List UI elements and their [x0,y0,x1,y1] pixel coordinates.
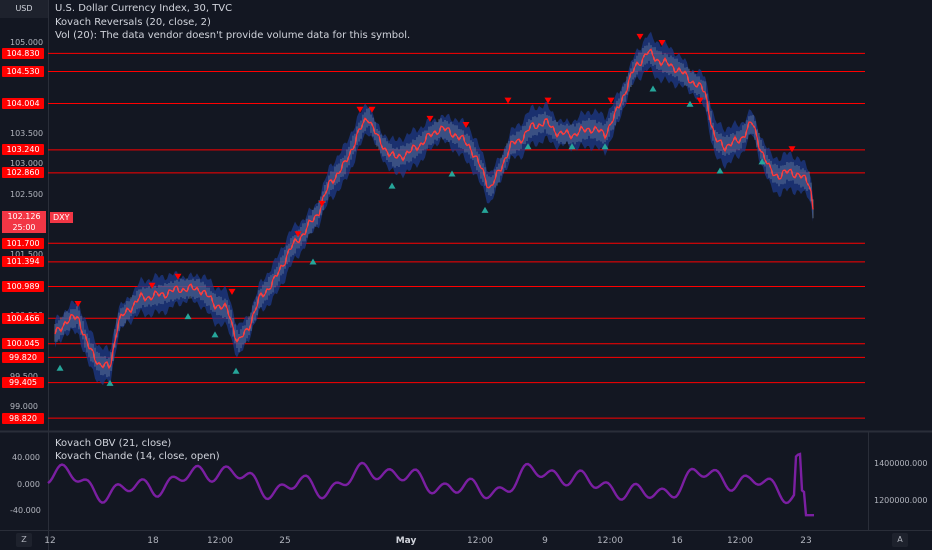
oscillator-line [47,452,814,517]
reversal-down-marker [74,301,82,308]
reversal-down-marker [462,121,470,128]
osc-left-tick: 0.000 [17,480,40,489]
time-axis-tick: May [395,536,417,546]
reversal-down-marker [504,97,512,104]
time-axis-tick: 18 [147,536,159,546]
osc-left-tick: 40.000 [12,453,40,462]
reversal-up-marker [481,206,489,213]
reversal-down-marker [174,273,182,280]
reversal-up-marker [56,364,64,371]
reversal-down-marker [148,282,156,289]
reversal-up-marker [649,85,657,92]
current-price-label: 102.126 25:00 [2,211,46,233]
indicator-legend-volume[interactable]: Vol (20): The data vendor doesn't provid… [55,30,411,41]
reversal-up-marker [716,167,724,174]
oscillator-legend-chande[interactable]: Kovach Chande (14, close, open) [55,451,220,462]
level-price-label: 99.820 [2,351,44,363]
reversal-down-marker [294,231,302,238]
reversal-down-marker [607,97,615,104]
level-price-label: 103.240 [2,144,44,156]
price-axis-tick: 105.000 [10,38,44,47]
level-price-label: 100.466 [2,312,44,324]
level-price-label: 104.004 [2,97,44,109]
reversal-down-marker [788,146,796,153]
oscillator-legend-obv[interactable]: Kovach OBV (21, close) [55,438,172,449]
time-axis-tick: 12:00 [597,536,623,546]
level-price-label: 102.860 [2,167,44,179]
currency-tab[interactable]: USD [0,0,49,18]
zoom-toggle-button[interactable]: Z [16,533,32,547]
bar-countdown: 25:00 [12,223,36,232]
reversal-down-marker [544,97,552,104]
symbol-title[interactable]: U.S. Dollar Currency Index, 30, TVC [55,3,233,14]
level-price-label: 101.700 [2,237,44,249]
auto-scale-button[interactable]: A [892,533,908,547]
time-axis-tick: 16 [671,536,683,546]
main-pane [48,0,868,430]
time-axis-tick: 23 [800,536,812,546]
time-axis-tick: 12:00 [727,536,753,546]
level-price-label: 99.405 [2,377,44,389]
time-axis-tick: 12:00 [207,536,233,546]
price-axis-tick: 103.000 [10,159,44,169]
reversal-down-marker [426,115,434,122]
reversal-up-marker [106,379,114,386]
reversal-down-marker [228,288,236,295]
reversal-up-marker [758,158,766,165]
time-axis-tick: 25 [279,536,291,546]
reversal-up-marker [388,182,396,189]
reversal-down-marker [658,40,666,46]
osc-right-tick: 1400000.000 [874,459,928,468]
time-axis-tick: 12:00 [467,536,493,546]
reversal-down-marker [368,106,376,113]
reversal-up-marker [686,100,694,107]
reversal-down-marker [636,33,644,40]
reversal-up-marker [601,143,609,150]
reversal-down-marker [356,106,364,113]
reversal-down-marker [696,97,704,104]
osc-right-tick: 1200000.000 [874,496,928,505]
price-axis-tick: 99.000 [10,402,38,412]
level-price-label: 100.989 [2,280,44,292]
reversal-up-marker [211,331,219,338]
current-price-value: 102.126 [7,212,41,221]
symbol-tag: DXY [50,212,73,223]
level-price-label: 101.394 [2,256,44,268]
reversal-up-marker [568,143,576,150]
price-line [54,47,814,371]
reversal-up-marker [524,143,532,150]
reversal-up-marker [448,170,456,177]
price-axis-tick: 103.500 [10,129,44,139]
reversal-down-marker [318,200,326,207]
level-price-label: 104.530 [2,66,44,78]
reversal-up-marker [232,367,240,374]
level-price-label: 100.045 [2,338,44,350]
time-axis-tick: 12 [44,536,56,546]
price-axis-tick: 102.500 [10,189,44,199]
level-price-label: 104.830 [2,47,44,59]
reversal-up-marker [309,258,317,265]
price-axis-tick: 99.500 [10,372,38,381]
level-price-label: 98.820 [2,412,44,424]
indicator-legend-reversals[interactable]: Kovach Reversals (20, close, 2) [55,17,211,28]
osc-left-tick: -40.000 [10,506,41,515]
time-axis-tick: 9 [542,536,548,546]
reversal-up-marker [184,313,192,320]
price-axis-tick: 101.500 [10,250,44,260]
